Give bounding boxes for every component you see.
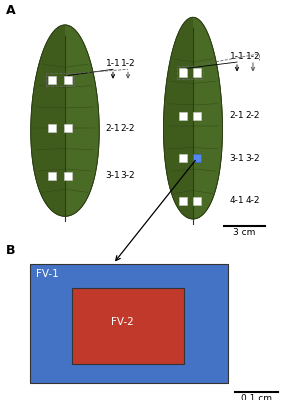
Polygon shape bbox=[163, 17, 222, 219]
Text: A: A bbox=[6, 4, 16, 17]
Text: FV-1: FV-1 bbox=[36, 268, 59, 278]
Text: 0.1 cm: 0.1 cm bbox=[241, 394, 272, 400]
Text: 4-2: 4-2 bbox=[246, 196, 260, 205]
Text: 1-1: 1-1 bbox=[230, 52, 244, 61]
Bar bbox=[179, 154, 187, 162]
Text: 2-2: 2-2 bbox=[246, 111, 260, 120]
Text: 2-1: 2-1 bbox=[230, 111, 244, 120]
Bar bbox=[48, 76, 56, 84]
Bar bbox=[64, 124, 72, 132]
Text: 3-2: 3-2 bbox=[121, 171, 135, 180]
Bar bbox=[193, 68, 201, 76]
Bar bbox=[179, 196, 187, 205]
Bar bbox=[64, 172, 72, 180]
Bar bbox=[193, 196, 201, 205]
Bar bbox=[72, 288, 184, 364]
Bar bbox=[193, 112, 201, 120]
Polygon shape bbox=[31, 25, 65, 221]
Bar bbox=[179, 68, 187, 76]
Text: 3-1: 3-1 bbox=[106, 171, 120, 180]
Text: 3 cm: 3 cm bbox=[233, 228, 256, 236]
Bar bbox=[179, 112, 187, 120]
Text: 2-2: 2-2 bbox=[121, 124, 135, 133]
Text: FV-2: FV-2 bbox=[111, 317, 134, 327]
Text: 3-1: 3-1 bbox=[230, 154, 244, 163]
Bar bbox=[64, 76, 72, 84]
Polygon shape bbox=[31, 25, 99, 216]
Text: 1-2: 1-2 bbox=[121, 59, 135, 68]
Text: B: B bbox=[6, 244, 16, 257]
Text: 4-1: 4-1 bbox=[230, 196, 244, 205]
Text: 1-1: 1-1 bbox=[106, 59, 120, 68]
Text: 1-2: 1-2 bbox=[246, 52, 260, 61]
Text: 3-2: 3-2 bbox=[246, 154, 260, 163]
Bar bbox=[193, 154, 201, 162]
Text: 2-1: 2-1 bbox=[106, 124, 120, 133]
Bar bbox=[48, 172, 56, 180]
Bar bbox=[48, 124, 56, 132]
Polygon shape bbox=[163, 17, 193, 224]
Bar bbox=[30, 264, 228, 383]
